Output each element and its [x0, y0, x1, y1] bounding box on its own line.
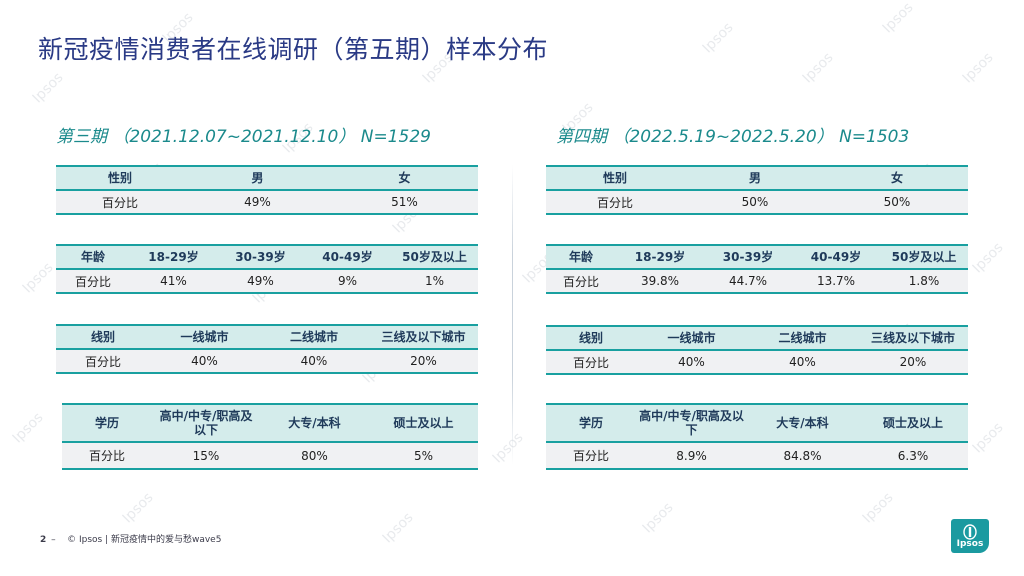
watermark: Ipsos	[879, 0, 917, 37]
footer: 2 – © Ipsos | 新冠疫情中的爱与愁wave5	[40, 532, 221, 545]
cell-age-18-29: 39.8%	[616, 269, 704, 294]
cell-age-40-49: 13.7%	[792, 269, 880, 294]
cell-age-30-39: 49%	[217, 269, 304, 294]
cell-tier-1: 40%	[150, 349, 259, 374]
watermark: Ipsos	[969, 419, 1007, 457]
ipsos-logo: Ipsos	[951, 519, 989, 553]
header-age-30-39: 30-39岁	[704, 244, 792, 270]
age-table-period-3: 年龄 18-29岁 30-39岁 40-49岁 50岁及以上 百分比 41% 4…	[56, 244, 478, 294]
header-high-school: 高中/中专/职高及以下	[636, 403, 747, 443]
header-tier-2: 二线城市	[259, 324, 369, 350]
cell-high-school: 15%	[152, 442, 260, 470]
cell-age-18-29: 41%	[130, 269, 217, 294]
watermark: Ipsos	[799, 49, 837, 87]
cell-tier-2: 40%	[259, 349, 369, 374]
header-age: 年龄	[56, 244, 130, 270]
header-education: 学历	[62, 403, 152, 443]
cell-high-school: 8.9%	[636, 442, 747, 470]
header-tier-3-below: 三线及以下城市	[858, 325, 968, 351]
header-master-plus: 硕士及以上	[369, 403, 478, 443]
row-label-percent: 百分比	[546, 190, 684, 215]
watermark: Ipsos	[119, 489, 157, 527]
header-gender: 性别	[546, 165, 684, 191]
page-number: 2	[40, 535, 47, 545]
watermark: Ipsos	[699, 19, 737, 57]
header-gender: 性别	[56, 165, 184, 191]
cell-tier-3-below: 20%	[858, 350, 968, 375]
header-city-tier: 线别	[56, 324, 150, 350]
cell-tier-1: 40%	[636, 350, 747, 375]
header-age-50-plus: 50岁及以上	[391, 244, 478, 270]
header-male: 男	[184, 165, 331, 191]
cell-age-40-49: 9%	[304, 269, 391, 294]
watermark: Ipsos	[19, 259, 57, 297]
cell-age-50-plus: 1.8%	[880, 269, 968, 294]
cell-age-30-39: 44.7%	[704, 269, 792, 294]
age-table-period-4: 年龄 18-29岁 30-39岁 40-49岁 50岁及以上 百分比 39.8%…	[546, 244, 968, 294]
education-table-period-4: 学历 高中/中专/职高及以下 大专/本科 硕士及以上 百分比 8.9% 84.8…	[546, 403, 968, 470]
header-age: 年龄	[546, 244, 616, 270]
row-label-percent: 百分比	[546, 350, 636, 375]
row-label-percent: 百分比	[56, 349, 150, 374]
footer-copyright: © Ipsos | 新冠疫情中的爱与愁wave5	[67, 535, 222, 545]
header-college: 大专/本科	[260, 403, 369, 443]
header-tier-2: 二线城市	[747, 325, 858, 351]
header-tier-3-below: 三线及以下城市	[369, 324, 478, 350]
header-tier-1: 一线城市	[636, 325, 747, 351]
cell-master-plus: 5%	[369, 442, 478, 470]
cell-age-50-plus: 1%	[391, 269, 478, 294]
header-age-40-49: 40-49岁	[304, 244, 391, 270]
cell-tier-2: 40%	[747, 350, 858, 375]
page-title: 新冠疫情消费者在线调研（第五期）样本分布	[38, 35, 549, 64]
row-label-percent: 百分比	[56, 269, 130, 294]
cell-college: 80%	[260, 442, 369, 470]
footer-dash: –	[51, 535, 56, 545]
header-female: 女	[826, 165, 968, 191]
cell-female: 51%	[331, 190, 478, 215]
city-table-period-3: 线别 一线城市 二线城市 三线及以下城市 百分比 40% 40% 20%	[56, 324, 478, 374]
logo-text: Ipsos	[956, 539, 984, 549]
gender-table-period-4: 性别 男 女 百分比 50% 50%	[546, 165, 968, 215]
watermark: Ipsos	[29, 69, 67, 107]
header-high-school: 高中/中专/职高及以下	[152, 403, 260, 443]
row-label-percent: 百分比	[62, 442, 152, 470]
cell-college: 84.8%	[747, 442, 858, 470]
header-age-18-29: 18-29岁	[130, 244, 217, 270]
logo-mark-icon	[963, 524, 977, 540]
header-age-30-39: 30-39岁	[217, 244, 304, 270]
column-divider	[512, 165, 513, 465]
cell-male: 49%	[184, 190, 331, 215]
cell-master-plus: 6.3%	[858, 442, 968, 470]
watermark: Ipsos	[639, 499, 677, 537]
row-label-percent: 百分比	[56, 190, 184, 215]
header-tier-1: 一线城市	[150, 324, 259, 350]
watermark: Ipsos	[379, 509, 417, 547]
header-male: 男	[684, 165, 826, 191]
header-city-tier: 线别	[546, 325, 636, 351]
watermark: Ipsos	[969, 239, 1007, 277]
cell-female: 50%	[826, 190, 968, 215]
header-master-plus: 硕士及以上	[858, 403, 968, 443]
watermark: Ipsos	[859, 489, 897, 527]
header-age-18-29: 18-29岁	[616, 244, 704, 270]
row-label-percent: 百分比	[546, 442, 636, 470]
period-3-heading: 第三期 （2021.12.07~2021.12.10） N=1529	[56, 127, 431, 147]
watermark: Ipsos	[489, 429, 527, 467]
header-age-50-plus: 50岁及以上	[880, 244, 968, 270]
watermark: Ipsos	[9, 409, 47, 447]
watermark: Ipsos	[959, 49, 997, 87]
cell-tier-3-below: 20%	[369, 349, 478, 374]
city-table-period-4: 线别 一线城市 二线城市 三线及以下城市 百分比 40% 40% 20%	[546, 325, 968, 375]
education-table-period-3: 学历 高中/中专/职高及以下 大专/本科 硕士及以上 百分比 15% 80% 5…	[62, 403, 478, 470]
header-college: 大专/本科	[747, 403, 858, 443]
header-education: 学历	[546, 403, 636, 443]
row-label-percent: 百分比	[546, 269, 616, 294]
header-age-40-49: 40-49岁	[792, 244, 880, 270]
gender-table-period-3: 性别 男 女 百分比 49% 51%	[56, 165, 478, 215]
period-4-heading: 第四期 （2022.5.19~2022.5.20） N=1503	[556, 127, 910, 147]
cell-male: 50%	[684, 190, 826, 215]
header-female: 女	[331, 165, 478, 191]
